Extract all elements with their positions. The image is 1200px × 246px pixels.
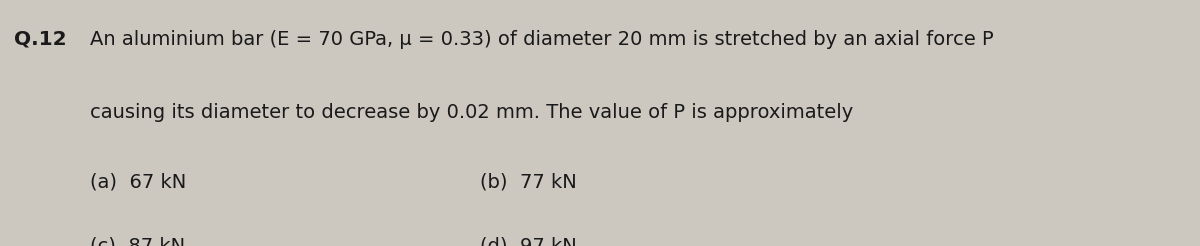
Text: An aluminium bar (E = 70 GPa, μ = 0.33) of diameter 20 mm is stretched by an axi: An aluminium bar (E = 70 GPa, μ = 0.33) … xyxy=(90,30,994,48)
Text: causing its diameter to decrease by 0.02 mm. The value of P is approximately: causing its diameter to decrease by 0.02… xyxy=(90,103,853,122)
Text: (d)  97 kN: (d) 97 kN xyxy=(480,236,577,246)
Text: (a)  67 kN: (a) 67 kN xyxy=(90,172,186,191)
Text: Q.12: Q.12 xyxy=(14,30,67,48)
Text: (c)  87 kN: (c) 87 kN xyxy=(90,236,185,246)
Text: (b)  77 kN: (b) 77 kN xyxy=(480,172,577,191)
